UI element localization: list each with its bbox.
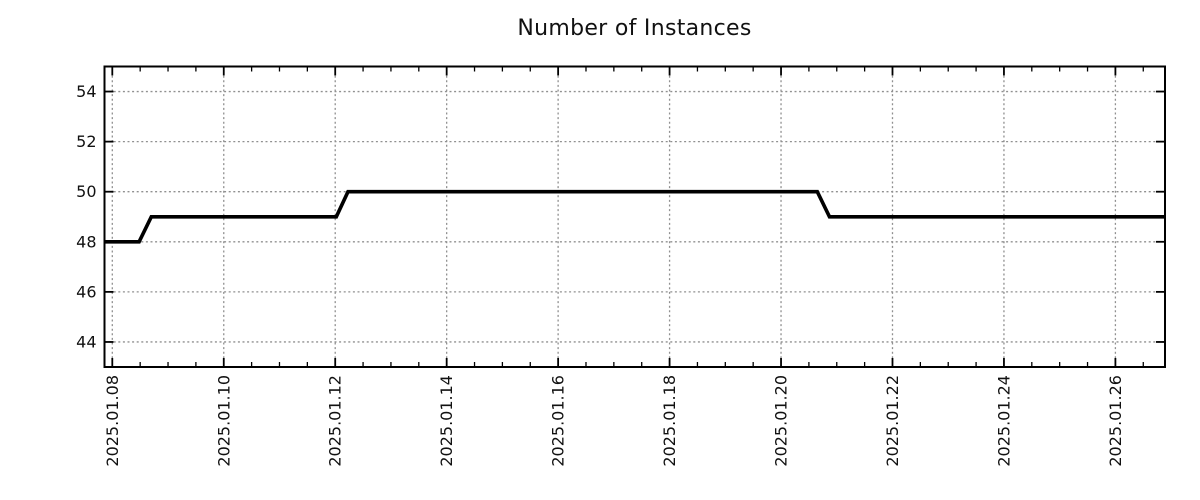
plot-border [103, 65, 1166, 368]
x-tick-label: 2025.01.20 [772, 375, 791, 467]
x-tick-label: 2025.01.08 [103, 375, 122, 467]
y-tick-label: 50 [76, 182, 96, 201]
x-tick-labels: 2025.01.08 2025.01.10 2025.01.12 2025.01.14… [103, 375, 1125, 467]
data-line-instances [104, 189, 1165, 244]
x-tick-label: 2025.01.10 [214, 375, 233, 467]
y-tick-label: 52 [76, 132, 96, 151]
x-tick-label: 2025.01.26 [1106, 375, 1125, 467]
chart-title: Number of Instances [517, 16, 752, 41]
y-tick-label: 44 [76, 332, 96, 351]
y-tick-label: 46 [76, 282, 96, 301]
y-tick-label: 54 [76, 82, 96, 101]
x-tick-label: 2025.01.16 [549, 375, 568, 467]
x-tick-label: 2025.01.14 [437, 375, 456, 467]
y-tick-labels: 44 46 48 50 52 54 [76, 82, 96, 351]
x-tick-label: 2025.01.22 [883, 375, 902, 467]
y-tick-label: 48 [76, 232, 96, 251]
x-tick-label: 2025.01.12 [326, 375, 345, 467]
x-tick-label: 2025.01.24 [994, 375, 1013, 467]
x-tick-label: 2025.01.18 [660, 375, 679, 467]
